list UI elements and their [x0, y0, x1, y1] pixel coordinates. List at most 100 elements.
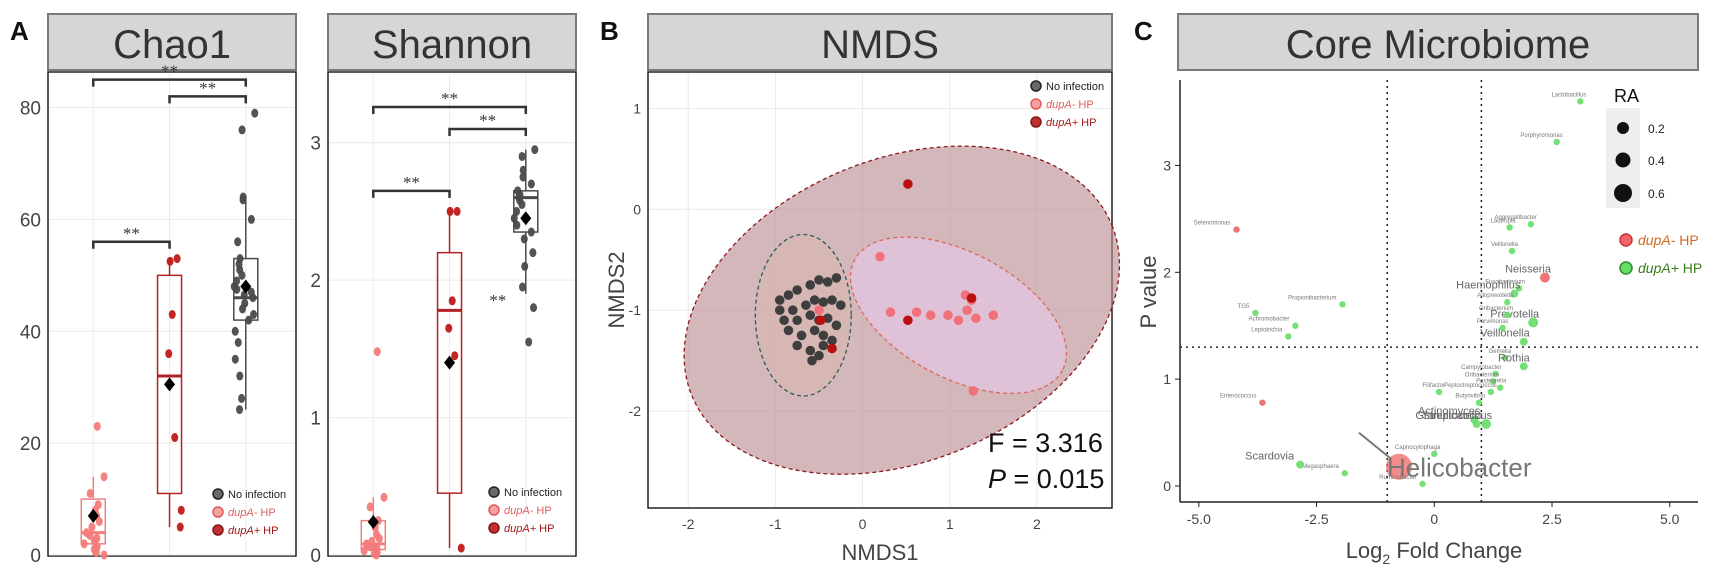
y-tick-label: 3 [310, 134, 321, 155]
data-point [80, 539, 88, 549]
nmds-point [971, 313, 981, 324]
nmds-x-axis-title: NMDS1 [841, 540, 918, 565]
shannon-strip [327, 13, 577, 71]
core-point-label: Scardovia [1245, 451, 1295, 463]
chao1-strip [47, 13, 297, 71]
nmds-point [943, 310, 953, 321]
data-point [525, 337, 533, 347]
core-legend-label-dupa-plus: dupA+ HP [1638, 260, 1702, 276]
core-plot-area: -5.0 -2.5 0 2.5 5.0 0 1 2 3 Lactobacillus Porphyro… [1163, 80, 1698, 527]
core-point [1515, 285, 1523, 292]
core-point [1489, 378, 1497, 385]
core-strip [1177, 13, 1699, 71]
data-point [445, 323, 453, 333]
core-point-label: Filifactor [1422, 383, 1445, 389]
data-point [513, 220, 521, 230]
ra-legend-label: 0.6 [1648, 187, 1665, 201]
core-x-axis-title: Log2 Fold Change [1346, 538, 1523, 566]
core-point-label: Helicobacter [1387, 453, 1532, 483]
core-point-label: Granulicatella [1415, 410, 1483, 422]
data-point [527, 179, 535, 189]
panel-a-chao1: A Chao1 0 20 40 60 80 ** ** ** No infection dup… [10, 13, 297, 566]
nmds-point [805, 280, 816, 290]
core-point-label: Porphyromonas [1520, 133, 1562, 139]
data-point [251, 108, 259, 118]
data-point [236, 371, 244, 381]
panel-b-nmds: B NMDS -2 -1 0 1 2 1 0 -1 -2 NMDS1 NMDS2 No infe… [600, 13, 1121, 565]
data-point [239, 304, 247, 314]
significance-label: ** [441, 89, 458, 108]
shannon-title: Shannon [372, 23, 532, 67]
nmds-point [818, 330, 829, 341]
shannon-legend: No infection dupA- HP dupA+ HP [488, 486, 562, 535]
legend-marker-dupa-plus [1030, 116, 1042, 128]
data-point [520, 234, 528, 244]
y-tick-label: 3 [1163, 157, 1171, 173]
y-tick-label: 40 [20, 322, 41, 343]
nmds-point [875, 251, 885, 262]
y-tick-label: 80 [20, 99, 41, 120]
mean-diamond [87, 508, 99, 523]
nmds-y-axis-title: NMDS2 [604, 251, 629, 328]
y-tick-label: -2 [629, 403, 642, 419]
data-point [451, 351, 459, 361]
significance-label: ** [403, 173, 420, 192]
data-point [446, 206, 454, 216]
nmds-point [827, 343, 837, 354]
nmds-plot-area: -2 -1 0 1 2 1 0 -1 -2 [629, 73, 1121, 532]
core-point-label: TG5 [1238, 304, 1250, 310]
core-title: Core Microbiome [1286, 23, 1591, 67]
data-point [233, 284, 241, 294]
data-point [519, 165, 527, 175]
core-point-label: Enterococcus [1220, 394, 1256, 400]
data-point [236, 405, 244, 415]
nmds-point [809, 295, 820, 305]
core-point [1527, 221, 1535, 228]
data-point [234, 337, 242, 347]
panel-c-core-microbiome: C Core Microbiome -5.0 -2.5 0 2.5 5.0 0 1 2 3 Lac… [1134, 13, 1702, 566]
data-point [92, 547, 100, 557]
nmds-point [801, 300, 811, 310]
data-point [372, 550, 380, 560]
data-point [100, 472, 108, 482]
data-point [519, 172, 527, 182]
core-legend-marker-dupa-plus [1619, 261, 1633, 275]
core-point-label: Haemophilus [1456, 280, 1521, 292]
core-point-label: Propionibacterium [1288, 295, 1336, 301]
data-point [380, 492, 388, 502]
data-point [86, 488, 94, 498]
box-iqr [156, 274, 183, 495]
ra-legend-label: 0.4 [1648, 154, 1665, 168]
nmds-point [814, 275, 824, 285]
ra-legend-label: 0.2 [1648, 122, 1665, 136]
data-point [249, 293, 257, 303]
core-point [1501, 354, 1509, 361]
y-tick-label: 0 [633, 201, 641, 217]
legend-marker-no-infection [1030, 80, 1042, 92]
chao1-plot-area: 0 20 40 60 80 ** ** ** [20, 62, 295, 566]
nmds-point [966, 293, 977, 303]
core-point [1339, 301, 1346, 308]
nmds-p-statistic: P = 0.015 [988, 464, 1104, 494]
core-point-label: Capnocytophaga [1395, 445, 1441, 451]
data-point [234, 237, 242, 247]
x-tick-label: 2.5 [1542, 511, 1562, 527]
legend-marker-dupa-minus [212, 506, 224, 518]
ellipse-no-infection [754, 233, 852, 397]
core-legend-marker-dupa-minus [1619, 233, 1633, 247]
chao1-legend: No infection dupA- HP dupA+ HP [212, 488, 286, 537]
data-point [513, 206, 521, 216]
x-tick-label: -1 [769, 516, 782, 532]
x-tick-label: 5.0 [1660, 511, 1680, 527]
core-point [1472, 420, 1481, 429]
nmds-point [835, 300, 846, 310]
core-point-label: Oribacterium [1465, 372, 1499, 378]
nmds-point [807, 355, 817, 366]
nmds-strip [647, 13, 1113, 71]
data-point [247, 214, 255, 224]
legend-marker-dupa-plus [488, 522, 500, 534]
legend-label-dupa-minus: dupA- HP [1046, 99, 1094, 111]
core-point [1508, 247, 1516, 255]
core-point-label: Leptotrichia [1251, 327, 1283, 333]
core-size-legend: RA 0.2 0.4 0.6 [1606, 86, 1665, 208]
